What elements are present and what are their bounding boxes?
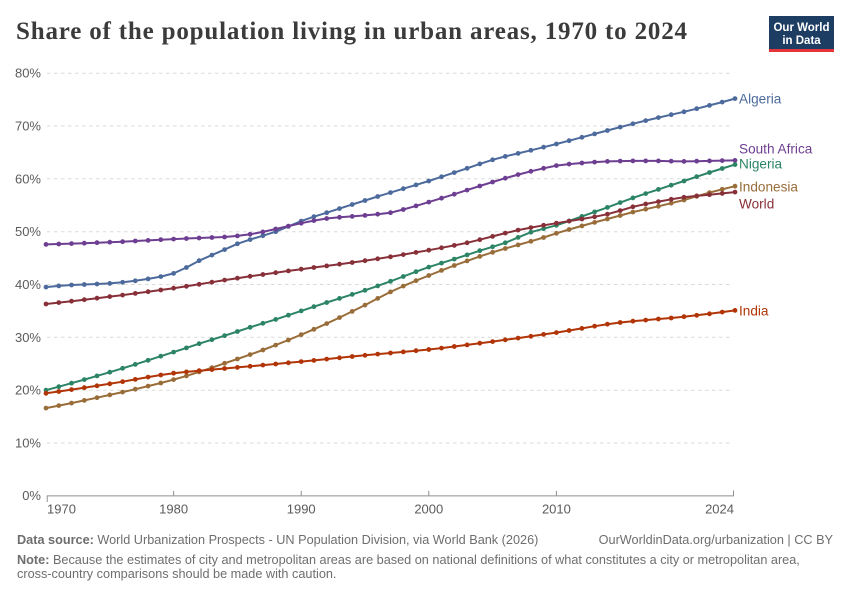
svg-text:2010: 2010 — [542, 502, 571, 517]
svg-text:0%: 0% — [22, 488, 41, 503]
svg-text:World: World — [739, 197, 774, 212]
svg-text:30%: 30% — [15, 330, 41, 345]
svg-text:2024: 2024 — [705, 502, 734, 517]
svg-text:70%: 70% — [15, 119, 41, 134]
svg-text:India: India — [739, 303, 769, 318]
svg-text:50%: 50% — [15, 224, 41, 239]
svg-text:Algeria: Algeria — [739, 91, 782, 106]
svg-text:Indonesia: Indonesia — [739, 180, 798, 195]
svg-text:Nigeria: Nigeria — [739, 157, 783, 172]
svg-text:1970: 1970 — [47, 502, 76, 517]
svg-text:80%: 80% — [15, 66, 41, 81]
svg-text:10%: 10% — [15, 436, 41, 451]
svg-text:1990: 1990 — [287, 502, 316, 517]
svg-text:60%: 60% — [15, 171, 41, 186]
svg-text:1980: 1980 — [159, 502, 188, 517]
svg-text:2000: 2000 — [414, 502, 443, 517]
svg-text:South Africa: South Africa — [739, 142, 813, 157]
svg-text:40%: 40% — [15, 277, 41, 292]
svg-text:20%: 20% — [15, 383, 41, 398]
